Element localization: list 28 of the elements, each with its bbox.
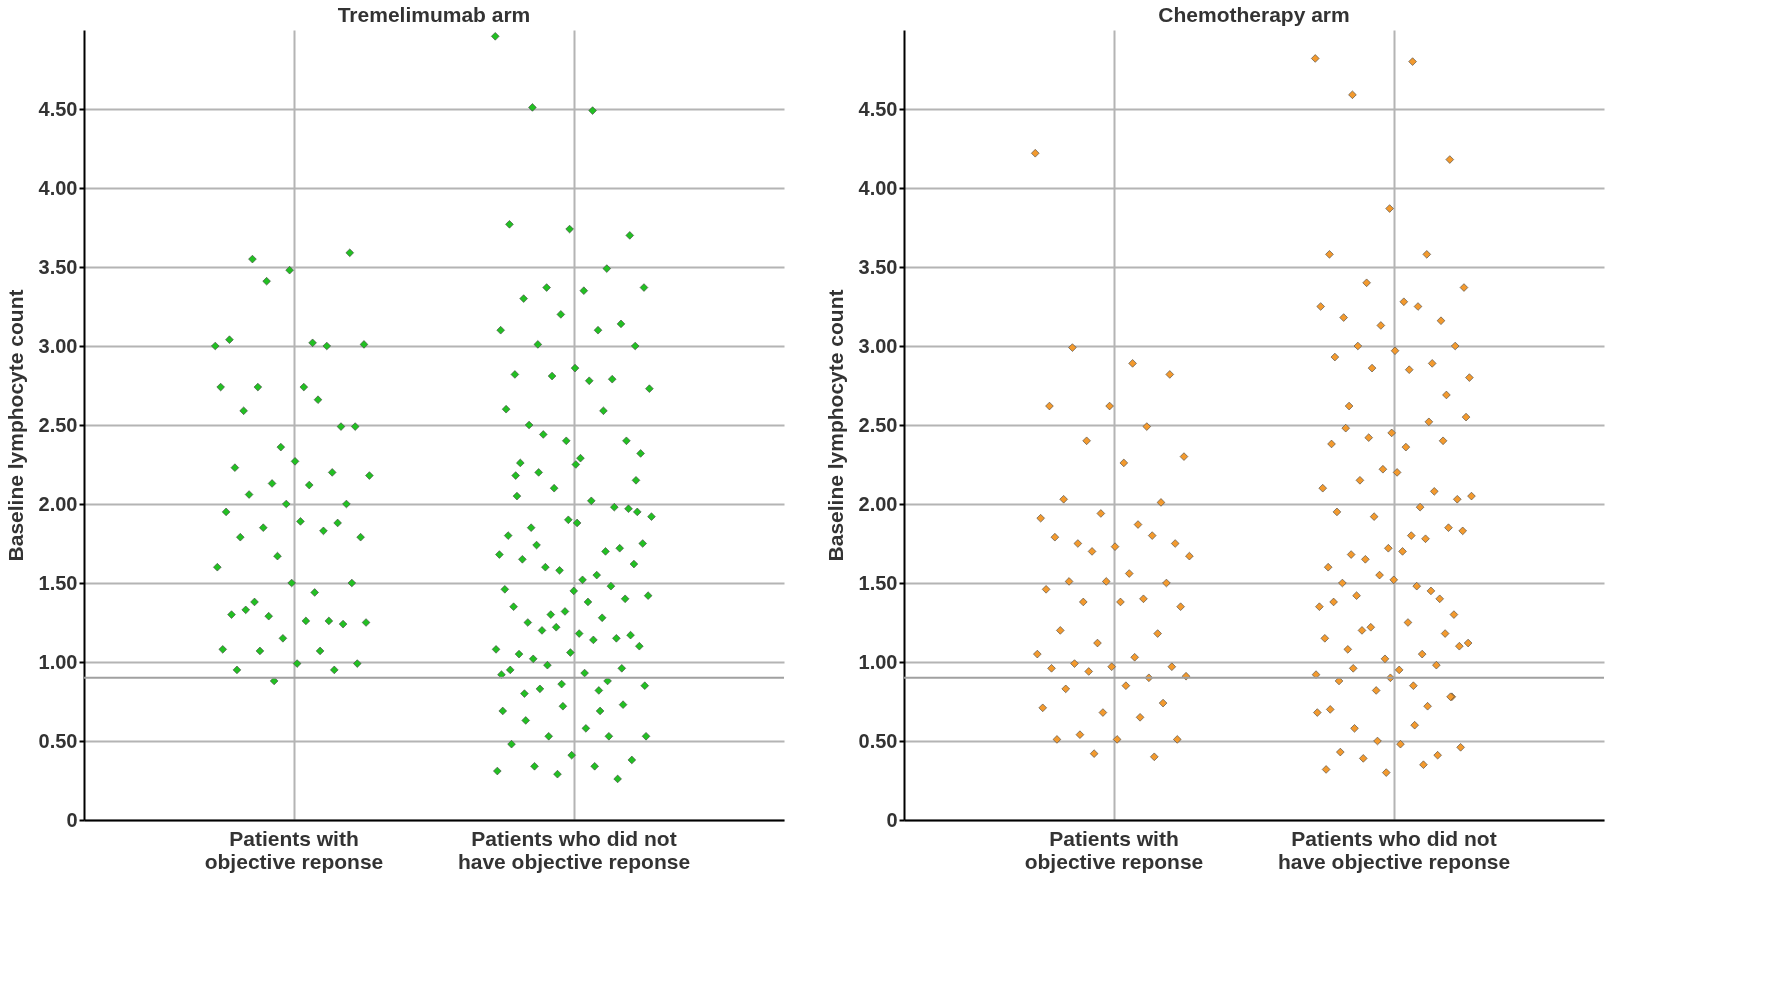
y-tick-label: 3.50 [38, 255, 78, 278]
x-tick-label: Patients with objective reponse [204, 826, 384, 873]
y-tick-label: 4.00 [858, 176, 898, 199]
x-tick-label: Patients with objective reponse [1024, 826, 1204, 873]
y-tick-label: 1.00 [858, 650, 898, 673]
y-tick-label: 4.50 [858, 97, 898, 120]
y-tick-label: 0 [66, 808, 78, 831]
y-tick-label: 2.50 [38, 413, 78, 436]
y-tick-label: 2.50 [858, 413, 898, 436]
y-tick-label: 1.50 [858, 571, 898, 594]
y-axis-title: Baseline lymphocyte count [823, 289, 847, 562]
chart-title: Tremelimumab arm [337, 3, 531, 26]
y-tick-label: 0 [886, 808, 898, 831]
chart-title: Chemotherapy arm [1158, 3, 1350, 26]
y-tick-label: 4.00 [38, 176, 78, 199]
y-axis-title: Baseline lymphocyte count [3, 289, 27, 562]
y-tick-label: 1.00 [38, 650, 78, 673]
y-tick-label: 1.50 [38, 571, 78, 594]
y-tick-label: 2.00 [38, 492, 78, 515]
y-tick-label: 3.00 [858, 334, 898, 357]
y-tick-label: 3.50 [858, 255, 898, 278]
x-tick-label: Patients who did not have objective reponse [1277, 826, 1511, 873]
y-tick-label: 3.00 [38, 334, 78, 357]
y-tick-label: 0.50 [858, 729, 898, 752]
x-tick-label: Patients who did not have objective reponse [457, 826, 691, 873]
y-tick-label: 0.50 [38, 729, 78, 752]
y-tick-label: 2.00 [858, 492, 898, 515]
y-tick-label: 4.50 [38, 97, 78, 120]
